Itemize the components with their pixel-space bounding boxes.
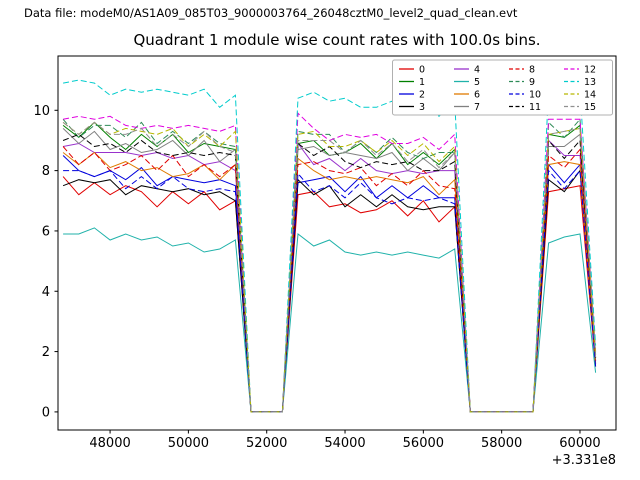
series-line-9 [62, 118, 597, 413]
legend-label-4: 4 [474, 65, 480, 76]
x-tick-label: 48000 [89, 436, 130, 451]
y-tick-label: 0 [42, 405, 50, 420]
x-axis-offset-label: +3.331e8 [552, 453, 616, 468]
legend-label-5: 5 [474, 77, 480, 88]
legend-label-15: 15 [584, 102, 596, 113]
y-tick-label: 8 [42, 164, 50, 179]
legend-label-3: 3 [419, 102, 425, 113]
x-tick-label: 58000 [481, 436, 522, 451]
series-line-6 [62, 151, 597, 413]
series-line-2 [62, 155, 597, 413]
x-tick-label: 52000 [246, 436, 287, 451]
legend-label-10: 10 [529, 90, 541, 101]
x-tick-label: 54000 [324, 436, 365, 451]
legend-label-13: 13 [584, 77, 596, 88]
x-tick-label: 56000 [403, 436, 444, 451]
chart-title: Quadrant 1 module wise count rates with … [133, 31, 541, 49]
series-line-5 [63, 227, 597, 413]
series-line-1 [62, 121, 597, 413]
y-tick-label: 2 [42, 345, 50, 360]
y-tick-label: 4 [42, 285, 50, 300]
series-line-0 [62, 176, 597, 413]
legend-label-0: 0 [419, 65, 425, 76]
legend-frame [392, 59, 613, 116]
series-line-10 [63, 169, 597, 413]
axes-frame [57, 55, 617, 431]
series-line-4 [63, 139, 597, 413]
series-line-14 [62, 121, 597, 413]
series-line-11 [62, 133, 597, 413]
series-line-15 [62, 121, 597, 413]
x-tick-label: 50000 [168, 436, 209, 451]
legend-label-14: 14 [584, 90, 596, 101]
legend-label-11: 11 [529, 102, 541, 113]
data-file-label: Data file: modeM0/AS1A09_085T03_90000037… [24, 6, 518, 20]
legend-label-12: 12 [584, 65, 596, 76]
y-tick-label: 6 [42, 224, 50, 239]
legend-label-1: 1 [419, 77, 425, 88]
legend-label-7: 7 [474, 102, 480, 113]
legend-label-2: 2 [419, 90, 425, 101]
legend-label-9: 9 [529, 77, 535, 88]
y-tick-label: 10 [33, 104, 50, 119]
legend-label-6: 6 [474, 90, 480, 101]
x-tick-label: 60000 [559, 436, 600, 451]
legend-label-8: 8 [529, 65, 535, 76]
